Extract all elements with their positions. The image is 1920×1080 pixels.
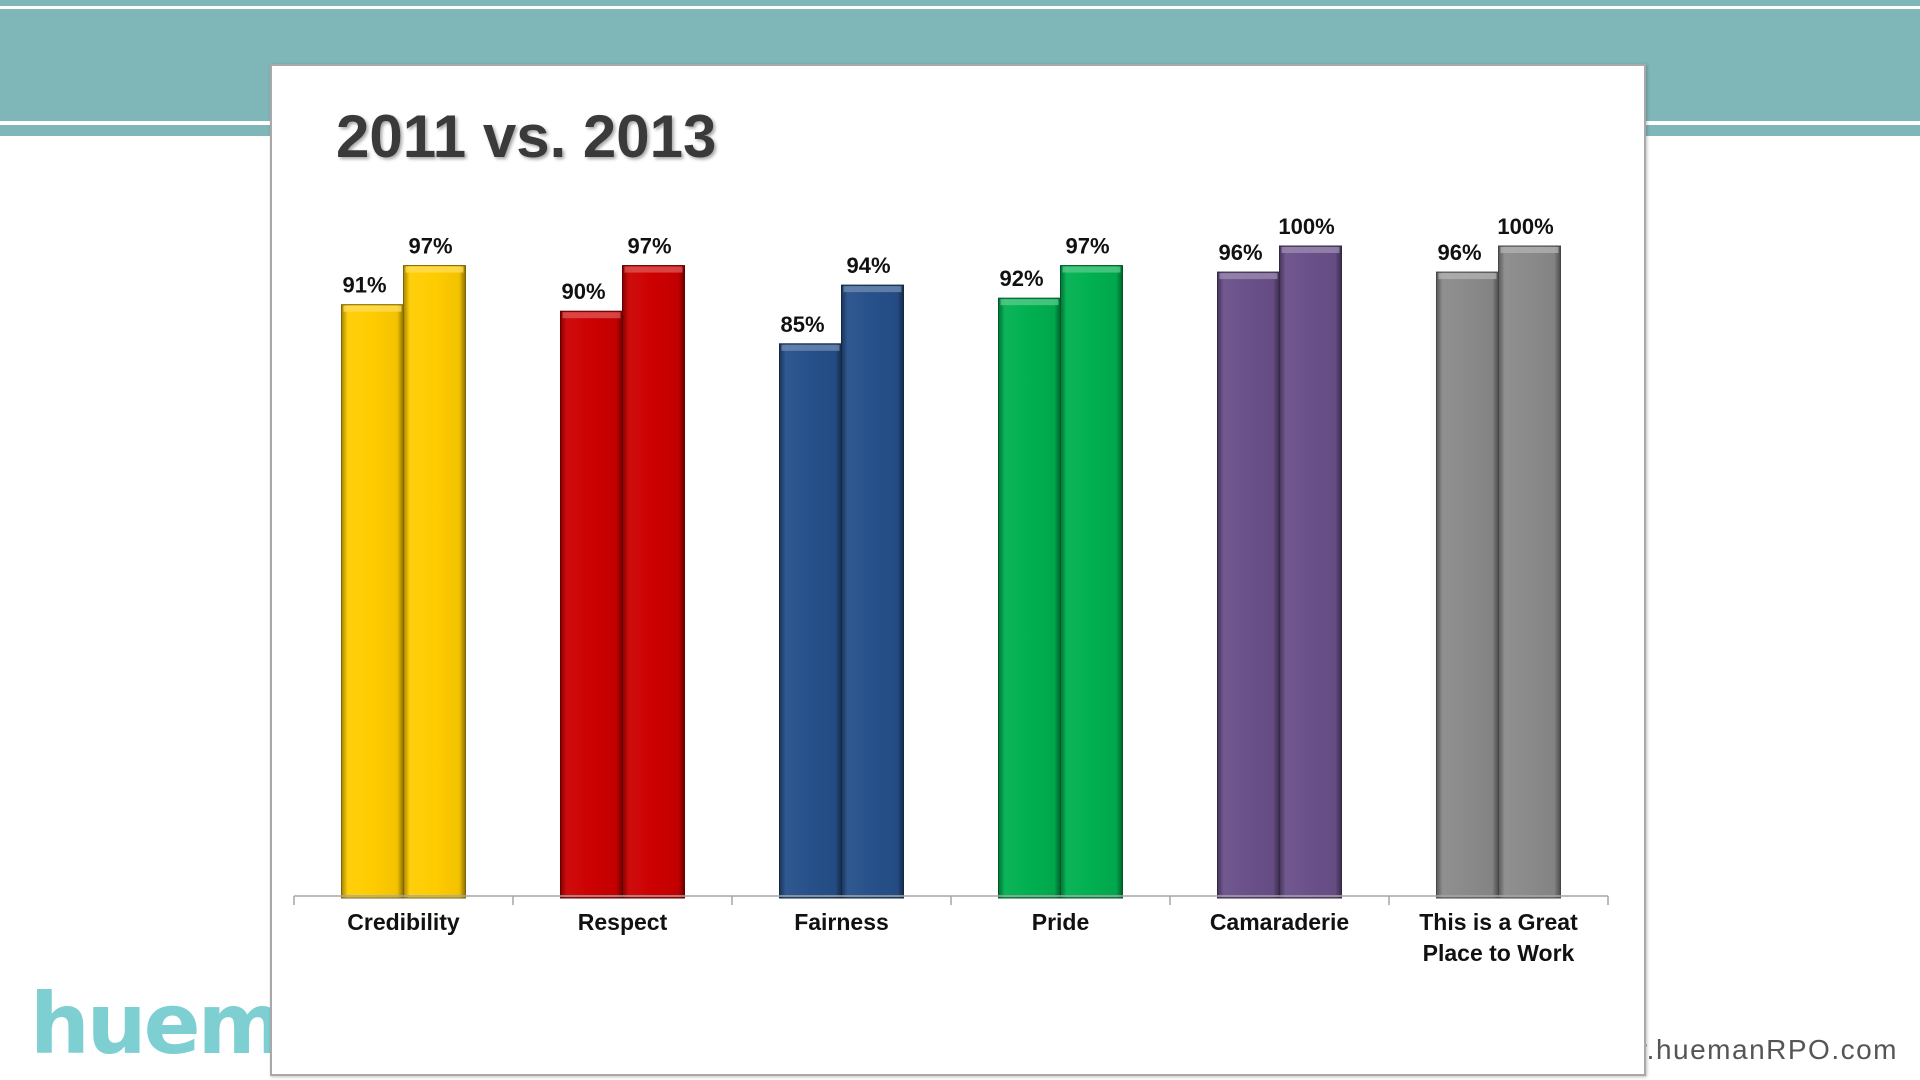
category-label-5-0: This is a Great xyxy=(1419,909,1578,935)
bar-top-3-1 xyxy=(1062,266,1121,273)
bar-top-3-0 xyxy=(1000,299,1059,306)
category-label-2-0: Fairness xyxy=(794,909,889,935)
bar-top-4-0 xyxy=(1219,273,1278,280)
data-label-0-1: 97% xyxy=(408,234,452,259)
bar-0-1 xyxy=(403,265,466,899)
chart-panel: 2011 vs. 2013 91% 97% Credibility 90% 97% Res… xyxy=(270,64,1646,1076)
data-label-3-0: 92% xyxy=(999,266,1043,291)
data-label-2-1: 94% xyxy=(846,253,890,278)
bar-top-2-0 xyxy=(781,344,840,351)
bar-1-1 xyxy=(622,265,685,899)
bar-3-1 xyxy=(1060,265,1123,899)
category-label-1-0: Respect xyxy=(578,909,668,935)
bar-5-1 xyxy=(1498,245,1561,899)
bar-top-0-1 xyxy=(405,266,464,273)
bar-0-0 xyxy=(341,304,404,899)
bar-4-0 xyxy=(1217,271,1280,899)
bar-chart: 91% 97% Credibility 90% 97% Respect 85% 94% Fair… xyxy=(293,214,1609,966)
category-label-4-0: Camaraderie xyxy=(1210,909,1349,935)
chart-bars xyxy=(341,245,1561,899)
bar-3-0 xyxy=(998,297,1061,899)
bar-top-5-1 xyxy=(1500,247,1559,253)
bar-5-0 xyxy=(1436,271,1499,899)
data-label-0-0: 91% xyxy=(342,273,386,298)
chart-axis xyxy=(293,895,1609,905)
header-line-top xyxy=(0,6,1920,9)
bar-2-1 xyxy=(841,284,904,899)
bar-top-1-1 xyxy=(624,266,683,273)
chart-labels: 91% 97% Credibility 90% 97% Respect 85% 94% Fair… xyxy=(342,214,1578,966)
data-label-4-0: 96% xyxy=(1218,240,1262,265)
bar-top-5-0 xyxy=(1438,273,1497,280)
bar-top-2-1 xyxy=(843,286,902,293)
category-label-3-0: Pride xyxy=(1032,909,1090,935)
bar-4-1 xyxy=(1279,245,1342,899)
data-label-3-1: 97% xyxy=(1065,234,1109,259)
data-label-4-1: 100% xyxy=(1278,214,1334,239)
chart-title: 2011 vs. 2013 xyxy=(336,103,717,170)
data-label-5-0: 96% xyxy=(1437,240,1481,265)
bar-top-1-0 xyxy=(562,312,621,319)
bar-1-0 xyxy=(560,310,623,899)
data-label-5-1: 100% xyxy=(1497,214,1553,239)
data-label-1-1: 97% xyxy=(627,234,671,259)
bar-top-0-0 xyxy=(343,305,402,312)
category-label-0-0: Credibility xyxy=(347,909,460,935)
data-label-2-0: 85% xyxy=(780,312,824,337)
data-label-1-0: 90% xyxy=(561,279,605,304)
bar-2-0 xyxy=(779,343,842,899)
category-label-5-1: Place to Work xyxy=(1423,940,1575,966)
bar-top-4-1 xyxy=(1281,247,1340,253)
